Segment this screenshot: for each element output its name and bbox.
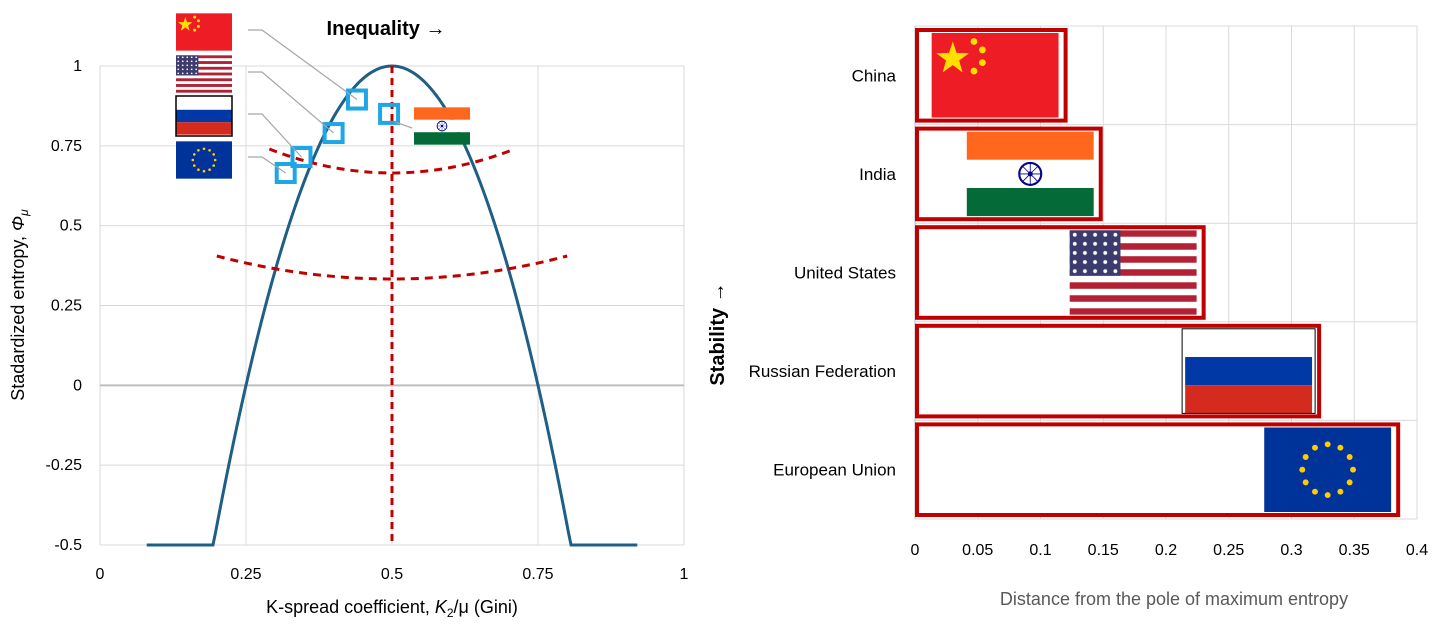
left-x-tick-label: 1 [680,566,689,583]
eu-flag [176,141,232,179]
right-x-tick-label: 0.1 [1029,542,1051,559]
data-point-marker [290,146,313,169]
dashed-contour [216,254,568,281]
data-point-marker [322,122,345,145]
usa-flag [176,55,232,93]
left-x-tick-label: 0.25 [230,566,261,583]
left-y-tick-label: -0.5 [54,537,82,554]
entropy-gini-chart: 0 0.25 0.5 0.75 1 -0.5 -0.25 0 0.25 0.5 0.75 1 Ineq… [8,13,689,620]
flag-leader-line [248,71,334,134]
left-tick-labels: 0 0.25 0.5 0.75 1 -0.5 -0.25 0 0.25 0.5 0.75 1 [46,58,689,583]
left-y-tick-label: 0.75 [51,138,82,155]
left-x-tick-label: 0 [96,566,105,583]
left-y-axis-label: Stadardized entropy, Φμ [8,209,31,401]
left-y-tick-label: 0.5 [60,218,82,235]
right-x-axis-label: Distance from the pole of maximum entrop… [1000,589,1348,609]
category-label: United States [794,264,896,283]
left-points [274,88,401,184]
china-flag [176,13,232,51]
category-label: India [859,165,896,184]
flag-leader-line [248,113,302,158]
left-grid [99,65,685,546]
right-bars [915,28,1401,517]
right-x-tick-label: 0.25 [1213,542,1244,559]
bar-flag-china-flag [931,33,1059,118]
left-x-tick-label: 0.5 [381,566,403,583]
right-tick-labels: 0 0.05 0.1 0.15 0.2 0.25 0.3 0.35 0.4 China India U… [749,66,1429,559]
data-point-marker [345,88,368,111]
right-x-tick-label: 0.4 [1406,542,1428,559]
category-label: Russian Federation [749,362,896,381]
bar-flag-usa-flag [1069,230,1197,315]
left-y-tick-label: 0 [73,377,82,394]
right-x-tick-label: 0.05 [962,542,993,559]
russia-flag-border [1181,328,1316,414]
left-y-tick-label: -0.25 [46,457,83,474]
right-x-tick-label: 0.15 [1088,542,1119,559]
right-y-axis-label: Stability → [707,282,729,385]
left-x-tick-label: 0.75 [522,566,553,583]
data-point-marker [274,161,297,184]
data-point-marker [378,102,401,125]
flag-leader-line [394,121,413,129]
russia-flag [176,97,232,135]
left-x-axis-label: K-spread coefficient, K2/μ (Gini) [266,597,518,620]
left-chart-title: Inequality → [327,18,446,40]
category-label: China [852,66,897,85]
left-y-tick-label: 1 [73,58,82,75]
flag-leader-line [248,156,287,174]
india-flag [414,106,470,146]
flag-leader-line [248,29,358,101]
right-x-tick-label: 0 [911,542,920,559]
left-y-tick-label: 0.25 [51,298,82,315]
stability-bar-chart: 0 0.05 0.1 0.15 0.2 0.25 0.3 0.35 0.4 China India U… [707,25,1429,609]
right-x-tick-label: 0.35 [1339,542,1370,559]
bar-flag-india-flag [967,132,1094,217]
left-flag-legend [175,13,470,179]
category-label: European Union [773,461,896,480]
bar-flag-russia-flag [1185,328,1313,414]
right-x-tick-label: 0.3 [1280,542,1302,559]
bar-flag-eu-flag [1264,427,1392,512]
right-x-tick-label: 0.2 [1155,542,1177,559]
russia-flag-border [175,95,233,137]
